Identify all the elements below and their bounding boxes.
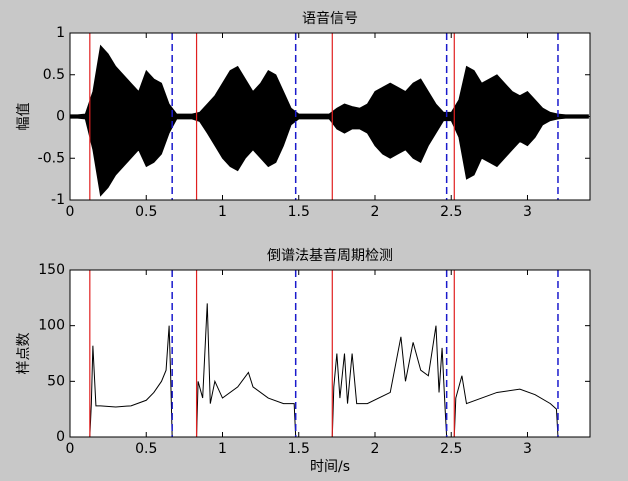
y-axis-label: 样点数 xyxy=(16,333,32,375)
y-tick-label: -0.5 xyxy=(38,150,65,166)
axes-background xyxy=(70,270,590,437)
x-tick-label: 0 xyxy=(66,204,75,220)
y-tick-label: 0 xyxy=(56,429,65,445)
axes-frame xyxy=(69,269,591,438)
x-tick-label: 1 xyxy=(218,441,227,457)
x-tick-label: 2.5 xyxy=(440,441,462,457)
axes-title: 语音信号 xyxy=(302,10,358,27)
x-tick-label: 2 xyxy=(371,204,380,220)
axes-title: 倒谱法基音周期检测 xyxy=(267,247,393,264)
x-tick-label: 0.5 xyxy=(135,204,157,220)
x-tick-label: 2.5 xyxy=(440,204,462,220)
x-tick-label: 0 xyxy=(66,441,75,457)
y-tick-label: -1 xyxy=(51,192,65,208)
x-tick-label: 1 xyxy=(218,204,227,220)
y-tick-label: 50 xyxy=(47,373,65,389)
y-tick-label: 150 xyxy=(38,262,65,278)
y-tick-label: 100 xyxy=(38,318,65,334)
x-tick-label: 1.5 xyxy=(288,441,310,457)
x-tick-label: 1.5 xyxy=(288,204,310,220)
x-tick-label: 0.5 xyxy=(135,441,157,457)
x-axis-label: 时间/s xyxy=(310,459,350,475)
line xyxy=(89,303,559,438)
x-tick-label: 2 xyxy=(371,441,380,457)
y-tick-label: 0.5 xyxy=(43,67,65,83)
x-tick-label: 3 xyxy=(523,441,532,457)
x-tick-label: 3 xyxy=(523,204,532,220)
y-axis-label: 幅值 xyxy=(16,103,32,131)
waveform xyxy=(69,44,589,197)
y-tick-label: 0 xyxy=(56,109,65,125)
y-tick-label: 1 xyxy=(56,25,65,41)
